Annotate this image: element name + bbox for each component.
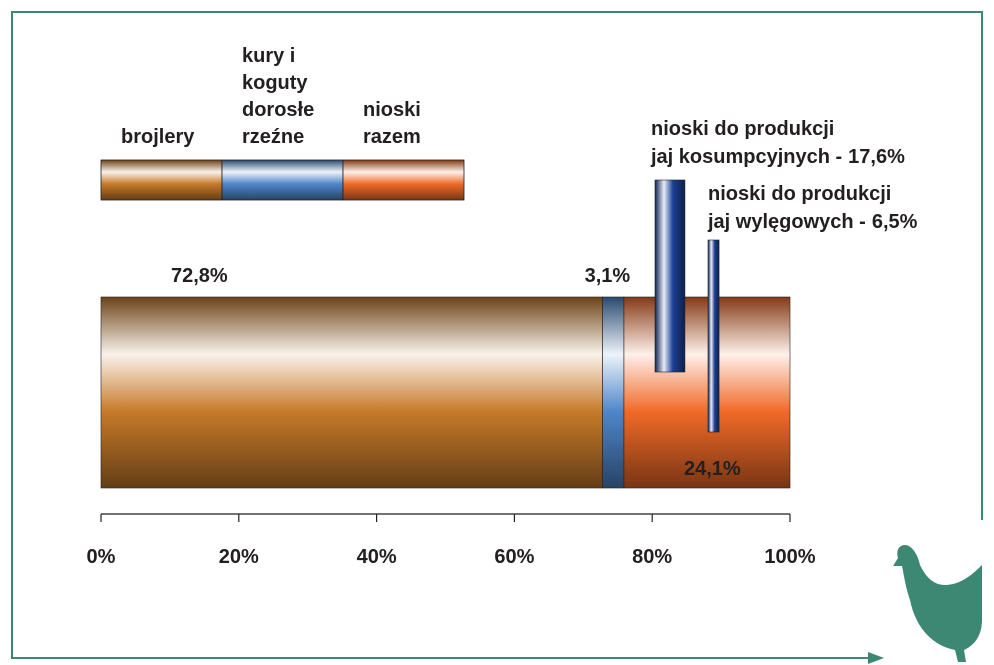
legend-label: kury i [242, 45, 295, 67]
breakdown-label: nioski do produkcji [651, 118, 834, 140]
chart: 0% 20% 40% 60% 80% 100% brojlery 72,8% kury i kog… [0, 0, 994, 665]
x-tick-label: 0% [87, 546, 116, 568]
value-label: 3,1% [585, 265, 631, 287]
legend-swatch [101, 160, 222, 200]
breakdown-label: jaj wylęgowych - 6,5% [707, 211, 918, 233]
breakdown-label: nioski do produkcji [708, 183, 891, 205]
x-tick-label: 60% [494, 546, 534, 568]
legend-swatch [343, 160, 464, 200]
x-tick-label: 100% [764, 546, 815, 568]
legend-label: nioski [363, 99, 421, 121]
breakdown-value-label: 6,5% [872, 211, 918, 233]
legend-swatch [222, 160, 343, 200]
legend-label: koguty [242, 72, 308, 94]
breakdown-label-part: jaj kosumpcyjnych - [650, 146, 842, 168]
x-tick-label: 20% [219, 546, 259, 568]
hen-silhouette [893, 545, 982, 662]
bar-segment [603, 297, 624, 488]
x-tick-label: 80% [632, 546, 672, 568]
breakdown-bar [655, 180, 685, 372]
breakdown-bar [708, 240, 719, 432]
legend-label: rzeźne [242, 126, 304, 148]
x-tick-label: 40% [357, 546, 397, 568]
value-label: 72,8% [171, 265, 228, 287]
breakdown-value-label: 17,6% [848, 146, 905, 168]
breakdown-label-part: jaj wylęgowych - [707, 211, 866, 233]
legend-label: brojlery [121, 126, 195, 148]
legend-label: razem [363, 126, 421, 148]
legend-label: dorosłe [242, 99, 314, 121]
breakdown-label: jaj kosumpcyjnych - 17,6% [650, 146, 905, 168]
bar-segment [101, 297, 603, 488]
value-label: 24,1% [684, 458, 741, 480]
